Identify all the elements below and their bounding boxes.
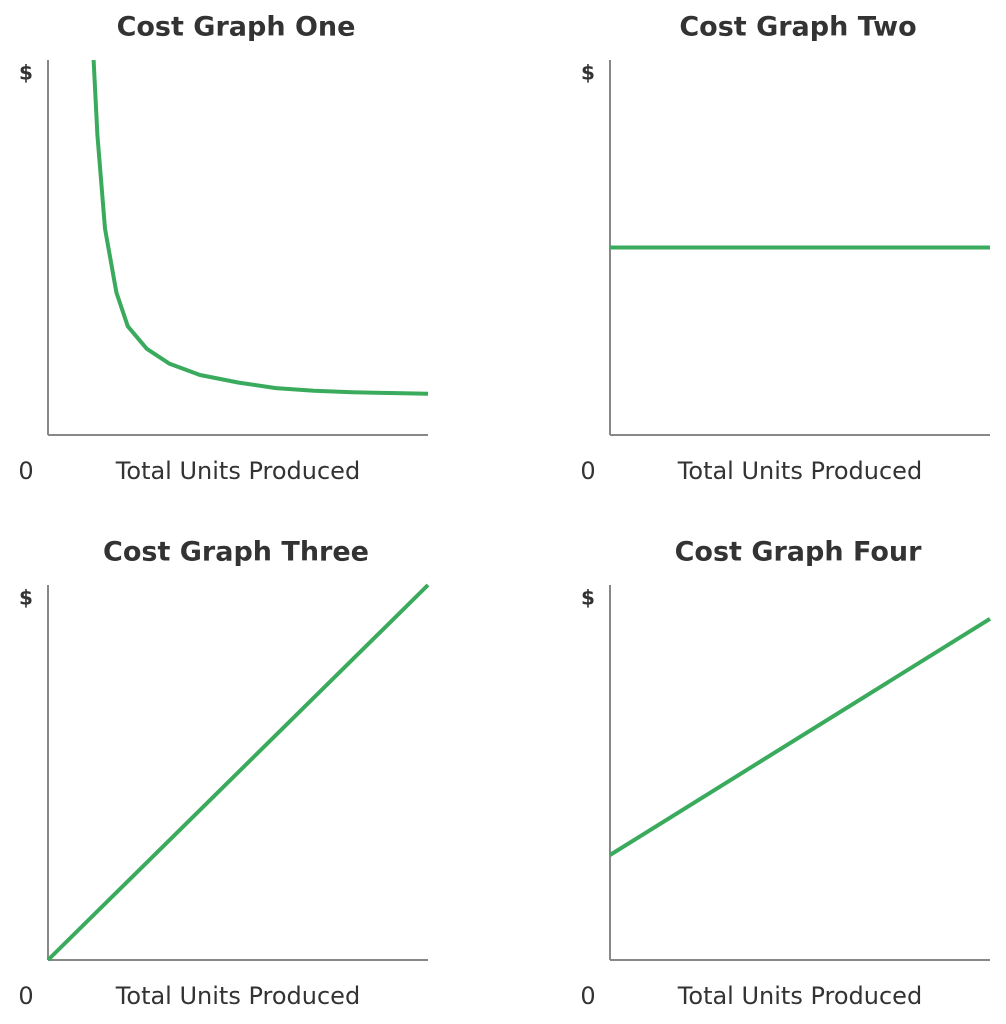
x-axis-label: Total Units Produced bbox=[677, 457, 922, 485]
chart-title: Cost Graph Four bbox=[675, 537, 923, 568]
x-tick-label: 0 bbox=[18, 982, 33, 1010]
y-axis-label: $ bbox=[581, 61, 595, 85]
x-axis-label: Total Units Produced bbox=[677, 982, 922, 1010]
chart-title: Cost Graph Two bbox=[679, 12, 916, 43]
x-tick-label: 0 bbox=[580, 982, 595, 1010]
x-tick-label: 0 bbox=[18, 457, 33, 485]
x-tick-label: 0 bbox=[580, 457, 595, 485]
x-axis-label: Total Units Produced bbox=[115, 982, 360, 1010]
cost-line bbox=[91, 59, 429, 396]
x-axis-label: Total Units Produced bbox=[115, 457, 360, 485]
cost-line bbox=[608, 617, 992, 857]
cost-line bbox=[46, 583, 430, 962]
chart-title: Cost Graph One bbox=[117, 12, 356, 43]
y-axis-label: $ bbox=[19, 586, 33, 610]
chart-title: Cost Graph Three bbox=[103, 537, 369, 568]
y-axis-label: $ bbox=[581, 586, 595, 610]
y-axis-label: $ bbox=[19, 61, 33, 85]
